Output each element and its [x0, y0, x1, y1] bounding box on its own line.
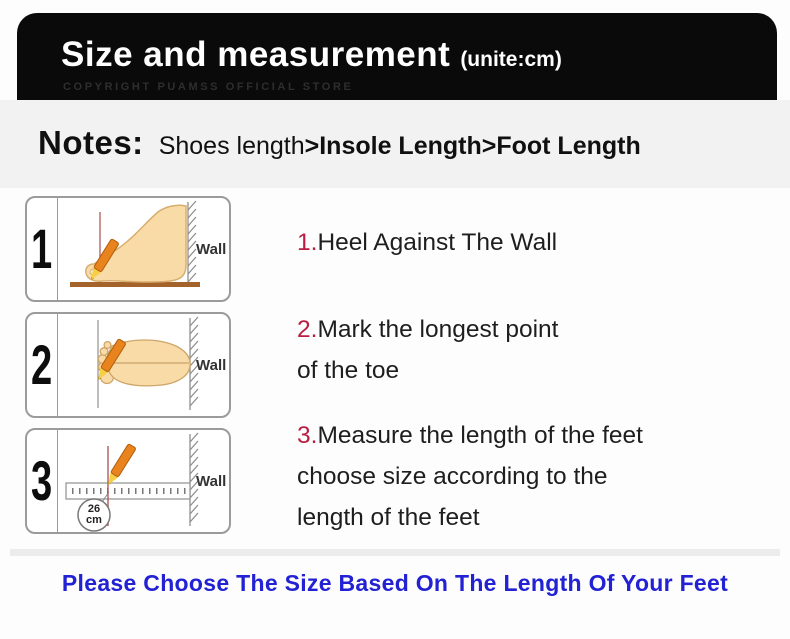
- notes-background-band: [0, 100, 790, 188]
- instruction-text: Mark the longest point: [317, 316, 559, 343]
- measurement-badge-circle: [77, 498, 111, 532]
- instruction-line: of the toe: [297, 357, 400, 384]
- step-number-column: 1: [27, 198, 58, 300]
- instruction-text: Heel Against The Wall: [317, 229, 558, 256]
- step-number-figure: 3: [31, 449, 53, 512]
- ground-line: [70, 282, 200, 287]
- step-number-figure: 1: [31, 217, 53, 280]
- instruction-number: 1.: [297, 229, 318, 256]
- length-chain-start: Shoes length: [158, 132, 305, 160]
- instruction-number: 2.: [297, 316, 318, 343]
- wall-hatch-icon: [189, 432, 199, 526]
- instruction-number: 3.: [297, 422, 318, 449]
- wall-label: Wall: [196, 241, 227, 258]
- pencil-icon: [108, 443, 136, 485]
- instruction-step-2: 2.Mark the longest point of the toe: [297, 309, 559, 391]
- step-panel-1: 1 Wall: [25, 196, 231, 302]
- pencil-icon: [91, 238, 119, 280]
- length-chain-bold: >Insole Length>Foot Length: [304, 132, 641, 160]
- measurement-value: 26 cm: [79, 504, 109, 526]
- store-watermark: COPYRIGHT PUAMSS OFFICIAL STORE: [63, 81, 354, 93]
- step-number-column: 3: [27, 430, 58, 532]
- step-number-figure: 2: [31, 333, 53, 396]
- wall-label: Wall: [196, 357, 227, 374]
- wall-hatch-icon: [187, 200, 197, 286]
- header-bar: Size and measurement (unite:cm) COPYRIGH…: [17, 13, 777, 100]
- instruction-step-3: 3.Measure the length of the feet choose …: [297, 415, 643, 538]
- foot-top-view-illustration: [97, 316, 199, 410]
- measurement-number: 26: [87, 503, 101, 515]
- ruler-measurement-illustration: [65, 432, 199, 532]
- footer-message: Please Choose The Size Based On The Leng…: [61, 570, 729, 596]
- measurement-unit: cm: [86, 514, 102, 526]
- foot-shape: [85, 204, 187, 283]
- notes-row: Notes: Shoes length >Insole Length>Foot …: [38, 124, 641, 162]
- unit-note: (unite:cm): [460, 48, 562, 71]
- wall-label: Wall: [196, 473, 227, 490]
- step-number-column: 2: [27, 314, 58, 416]
- instruction-line: 3.Measure the length of the feet: [297, 415, 643, 456]
- step-panel-3: 3 26 cm: [25, 428, 231, 534]
- instruction-line: length of the feet: [297, 504, 480, 531]
- header-title-row: Size and measurement (unite:cm): [61, 35, 562, 75]
- instruction-line: choose size according to the: [297, 463, 608, 490]
- instruction-line: 2.Mark the longest point: [297, 309, 559, 350]
- instruction-line: 1.Heel Against The Wall: [297, 222, 557, 263]
- notes-label: Notes:: [38, 124, 144, 161]
- step-panel-2: 2: [25, 312, 231, 418]
- section-divider: [10, 549, 780, 556]
- page-title: Size and measurement: [61, 35, 451, 74]
- instruction-step-1: 1.Heel Against The Wall: [297, 222, 557, 263]
- pencil-icon: [98, 338, 126, 380]
- instruction-text: Measure the length of the feet: [317, 422, 643, 449]
- foot-side-view-illustration: [70, 200, 200, 287]
- badge-leader-line: [101, 491, 110, 503]
